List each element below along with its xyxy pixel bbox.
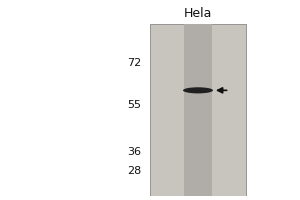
Text: 55: 55 — [127, 100, 141, 110]
Text: 72: 72 — [127, 58, 141, 68]
Bar — [184, 24, 212, 196]
Bar — [150, 24, 246, 196]
Text: 28: 28 — [127, 166, 141, 176]
Ellipse shape — [183, 87, 213, 93]
Text: 36: 36 — [127, 147, 141, 157]
Text: Hela: Hela — [184, 7, 212, 20]
